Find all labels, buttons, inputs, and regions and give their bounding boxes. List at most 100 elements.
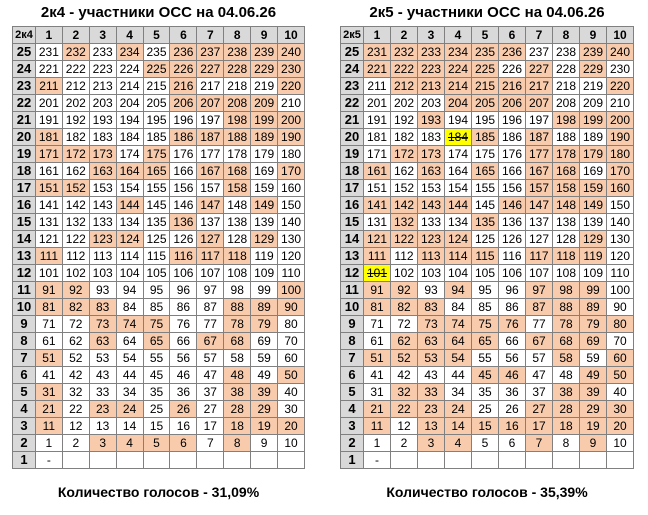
apartment-cell[interactable]: 109: [579, 264, 607, 282]
apartment-cell[interactable]: [444, 451, 472, 469]
apartment-cell[interactable]: 124: [444, 230, 472, 248]
apartment-cell[interactable]: 205: [142, 94, 171, 112]
apartment-cell[interactable]: 185: [142, 128, 171, 146]
apartment-cell[interactable]: 185: [471, 128, 499, 146]
apartment-cell[interactable]: 200: [277, 111, 305, 129]
apartment-cell[interactable]: 226: [169, 60, 198, 78]
apartment-cell[interactable]: 149: [579, 196, 607, 214]
apartment-cell[interactable]: 174: [444, 145, 472, 163]
apartment-cell[interactable]: 52: [61, 349, 90, 367]
apartment-cell[interactable]: 162: [61, 162, 90, 180]
apartment-cell[interactable]: 87: [196, 298, 225, 316]
apartment-cell[interactable]: 201: [363, 94, 391, 112]
apartment-cell[interactable]: 237: [196, 43, 225, 61]
apartment-cell[interactable]: 228: [223, 60, 252, 78]
apartment-cell[interactable]: 240: [277, 43, 305, 61]
apartment-cell[interactable]: 173: [88, 145, 117, 163]
apartment-cell[interactable]: 33: [417, 383, 445, 401]
apartment-cell[interactable]: 99: [579, 281, 607, 299]
apartment-cell[interactable]: 152: [390, 179, 418, 197]
apartment-cell[interactable]: [390, 451, 418, 469]
apartment-cell[interactable]: 201: [34, 94, 63, 112]
apartment-cell[interactable]: 237: [525, 43, 553, 61]
apartment-cell[interactable]: 193: [88, 111, 117, 129]
apartment-cell[interactable]: 212: [61, 77, 90, 95]
apartment-cell[interactable]: 29: [579, 400, 607, 418]
apartment-cell[interactable]: 139: [579, 213, 607, 231]
apartment-cell[interactable]: 165: [142, 162, 171, 180]
apartment-cell[interactable]: 230: [606, 60, 634, 78]
apartment-cell[interactable]: 223: [88, 60, 117, 78]
apartment-cell[interactable]: [88, 451, 117, 469]
apartment-cell[interactable]: 215: [471, 77, 499, 95]
apartment-cell[interactable]: 138: [552, 213, 580, 231]
apartment-cell[interactable]: 142: [390, 196, 418, 214]
apartment-cell[interactable]: 115: [471, 247, 499, 265]
apartment-cell[interactable]: 89: [250, 298, 279, 316]
apartment-cell[interactable]: 78: [223, 315, 252, 333]
apartment-cell[interactable]: 37: [525, 383, 553, 401]
apartment-cell[interactable]: 125: [142, 230, 171, 248]
apartment-cell[interactable]: 193: [417, 111, 445, 129]
apartment-cell[interactable]: 177: [196, 145, 225, 163]
apartment-cell[interactable]: 101: [363, 264, 391, 282]
apartment-cell[interactable]: 14: [115, 417, 144, 435]
apartment-cell[interactable]: 3: [88, 434, 117, 452]
apartment-cell[interactable]: 60: [277, 349, 305, 367]
apartment-cell[interactable]: 77: [525, 315, 553, 333]
apartment-cell[interactable]: 180: [606, 145, 634, 163]
apartment-cell[interactable]: 224: [444, 60, 472, 78]
apartment-cell[interactable]: 151: [34, 179, 63, 197]
apartment-cell[interactable]: 44: [444, 366, 472, 384]
apartment-cell[interactable]: 48: [223, 366, 252, 384]
apartment-cell[interactable]: 49: [579, 366, 607, 384]
apartment-cell[interactable]: 78: [552, 315, 580, 333]
apartment-cell[interactable]: 176: [498, 145, 526, 163]
apartment-cell[interactable]: 43: [417, 366, 445, 384]
apartment-cell[interactable]: 113: [88, 247, 117, 265]
apartment-cell[interactable]: 54: [115, 349, 144, 367]
apartment-cell[interactable]: 131: [363, 213, 391, 231]
apartment-cell[interactable]: 205: [471, 94, 499, 112]
apartment-cell[interactable]: 15: [142, 417, 171, 435]
apartment-cell[interactable]: 26: [169, 400, 198, 418]
apartment-cell[interactable]: 102: [61, 264, 90, 282]
apartment-cell[interactable]: 140: [606, 213, 634, 231]
apartment-cell[interactable]: 214: [115, 77, 144, 95]
apartment-cell[interactable]: [606, 451, 634, 469]
apartment-cell[interactable]: 186: [498, 128, 526, 146]
apartment-cell[interactable]: 69: [579, 332, 607, 350]
apartment-cell[interactable]: 35: [471, 383, 499, 401]
apartment-cell[interactable]: 207: [196, 94, 225, 112]
apartment-cell[interactable]: 189: [579, 128, 607, 146]
apartment-cell[interactable]: 187: [196, 128, 225, 146]
apartment-cell[interactable]: 143: [417, 196, 445, 214]
apartment-cell[interactable]: 62: [390, 332, 418, 350]
apartment-cell[interactable]: 123: [417, 230, 445, 248]
apartment-cell[interactable]: 124: [115, 230, 144, 248]
apartment-cell[interactable]: 81: [363, 298, 391, 316]
apartment-cell[interactable]: 220: [277, 77, 305, 95]
apartment-cell[interactable]: 35: [142, 383, 171, 401]
apartment-cell[interactable]: 200: [606, 111, 634, 129]
apartment-cell[interactable]: 184: [444, 128, 472, 146]
apartment-cell[interactable]: 12: [390, 417, 418, 435]
apartment-cell[interactable]: 231: [363, 43, 391, 61]
apartment-cell[interactable]: 47: [196, 366, 225, 384]
apartment-cell[interactable]: 236: [498, 43, 526, 61]
apartment-cell[interactable]: 91: [363, 281, 391, 299]
apartment-cell[interactable]: 60: [606, 349, 634, 367]
apartment-cell[interactable]: 3: [417, 434, 445, 452]
apartment-cell[interactable]: 162: [390, 162, 418, 180]
apartment-cell[interactable]: 110: [277, 264, 305, 282]
apartment-cell[interactable]: 144: [115, 196, 144, 214]
apartment-cell[interactable]: 165: [471, 162, 499, 180]
apartment-cell[interactable]: 85: [471, 298, 499, 316]
apartment-cell[interactable]: 202: [390, 94, 418, 112]
apartment-cell[interactable]: 14: [444, 417, 472, 435]
apartment-cell[interactable]: 154: [444, 179, 472, 197]
apartment-cell[interactable]: 232: [390, 43, 418, 61]
apartment-cell[interactable]: 126: [169, 230, 198, 248]
apartment-cell[interactable]: 143: [88, 196, 117, 214]
apartment-cell[interactable]: 20: [606, 417, 634, 435]
